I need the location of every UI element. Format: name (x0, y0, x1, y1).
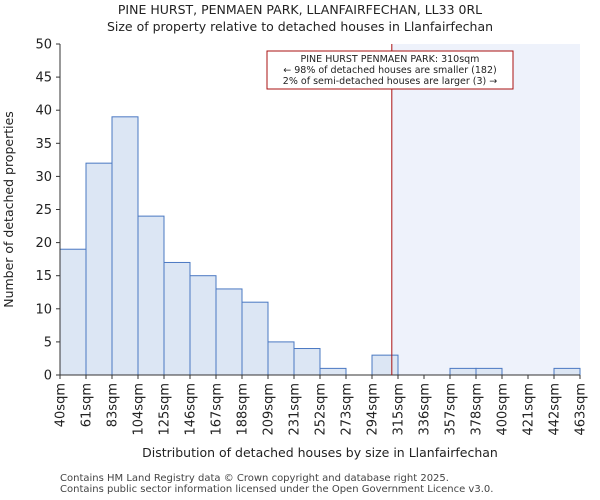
y-tick-label-5: 5 (44, 335, 52, 350)
x-tick-label-167sqm: 167sqm (210, 383, 225, 436)
x-tick-label-104sqm: 104sqm (132, 383, 147, 436)
bar-146sqm (189, 275, 217, 376)
chart-title-line2: Size of property relative to detached ho… (106, 19, 494, 34)
bar-125sqm (163, 261, 191, 376)
y-tick-label-50: 50 (35, 38, 52, 53)
footer-copyright: Contains HM Land Registry data © Crown c… (60, 473, 449, 484)
x-tick-label-83sqm: 83sqm (106, 383, 121, 427)
y-tick-label-10: 10 (35, 302, 52, 317)
bar-294sqm (371, 354, 399, 376)
bar-442sqm (553, 367, 581, 376)
x-tick-label-252sqm: 252sqm (314, 383, 329, 436)
x-tick-label-357sqm: 357sqm (444, 383, 459, 436)
bar-252sqm (319, 367, 347, 376)
bar-40sqm (59, 248, 87, 376)
bar-104sqm (137, 215, 165, 376)
annotation-line2: ← 98% of detached houses are smaller (18… (283, 65, 496, 76)
y-tick-label-15: 15 (35, 269, 52, 284)
chart-title-line1: PINE HURST, PENMAEN PARK, LLANFAIRFECHAN… (117, 2, 483, 17)
x-tick-label-146sqm: 146sqm (184, 383, 199, 436)
x-tick-label-463sqm: 463sqm (574, 383, 589, 436)
x-tick-label-400sqm: 400sqm (496, 383, 511, 436)
x-tick-label-40sqm: 40sqm (54, 383, 69, 427)
bar-357sqm (449, 367, 477, 376)
x-tick-label-378sqm: 378sqm (470, 383, 485, 436)
x-axis-label: Distribution of detached houses by size … (142, 445, 498, 460)
x-tick-label-231sqm: 231sqm (288, 383, 303, 436)
bar-167sqm (215, 288, 243, 376)
x-tick-label-209sqm: 209sqm (262, 383, 277, 436)
x-tick-label-315sqm: 315sqm (392, 383, 407, 436)
footer-licence: Contains public sector information licen… (60, 484, 494, 495)
y-tick-label-30: 30 (35, 170, 52, 185)
bar-231sqm (293, 348, 321, 376)
bar-61sqm (85, 162, 113, 376)
x-tick-label-125sqm: 125sqm (158, 383, 173, 436)
annotation-box: PINE HURST PENMAEN PARK: 310sqm ← 98% of… (266, 50, 514, 90)
x-tick-label-294sqm: 294sqm (366, 383, 381, 436)
y-tick-label-0: 0 (44, 369, 52, 384)
y-axis-label: Number of detached properties (1, 111, 16, 308)
x-tick-label-442sqm: 442sqm (548, 383, 563, 436)
bar-188sqm (241, 301, 269, 376)
x-tick-label-61sqm: 61sqm (80, 383, 95, 427)
y-axis: 0 5 10 15 20 25 30 35 40 45 50 (35, 38, 61, 384)
x-tick-label-188sqm: 188sqm (236, 383, 251, 436)
annotation-line3: 2% of semi-detached houses are larger (3… (283, 76, 497, 87)
bars-group (59, 116, 581, 376)
bar-209sqm (267, 341, 295, 376)
x-tick-label-273sqm: 273sqm (340, 383, 355, 436)
annotation-line1: PINE HURST PENMAEN PARK: 310sqm (301, 54, 480, 65)
y-tick-label-35: 35 (35, 137, 52, 152)
x-axis: 40sqm 61sqm 83sqm 104sqm 125sqm 146sqm 167sqm 1… (54, 374, 589, 436)
bar-83sqm (111, 116, 139, 376)
y-tick-label-40: 40 (35, 104, 52, 119)
y-tick-label-45: 45 (35, 71, 52, 86)
annotation-frame (266, 50, 514, 90)
x-tick-label-336sqm: 336sqm (418, 383, 433, 436)
bar-378sqm (475, 367, 503, 376)
x-tick-label-421sqm: 421sqm (522, 383, 537, 436)
larger-region-shade (391, 44, 580, 375)
y-tick-label-20: 20 (35, 236, 52, 251)
y-tick-label-25: 25 (35, 203, 52, 218)
